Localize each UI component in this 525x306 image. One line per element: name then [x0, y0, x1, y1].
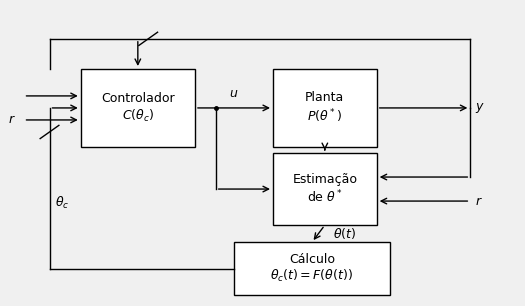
Text: Controlador
$C(\theta_c)$: Controlador $C(\theta_c)$	[101, 92, 175, 124]
Text: Planta
$P(\theta^*)$: Planta $P(\theta^*)$	[305, 91, 344, 125]
Text: Cálculo
$\theta_c(t) = F(\theta(t))$: Cálculo $\theta_c(t) = F(\theta(t))$	[270, 253, 353, 284]
Text: $\theta_c$: $\theta_c$	[55, 195, 69, 211]
Text: $r$: $r$	[476, 195, 483, 207]
Text: $\theta(t)$: $\theta(t)$	[333, 226, 356, 241]
Text: Estimação
de $\theta^*$: Estimação de $\theta^*$	[292, 173, 358, 205]
Bar	[81, 69, 195, 147]
Text: $u$: $u$	[229, 88, 238, 100]
Bar	[273, 153, 377, 225]
Text: $y$: $y$	[476, 101, 485, 115]
Bar	[234, 242, 390, 295]
Text: $r$: $r$	[8, 114, 16, 126]
Bar	[273, 69, 377, 147]
